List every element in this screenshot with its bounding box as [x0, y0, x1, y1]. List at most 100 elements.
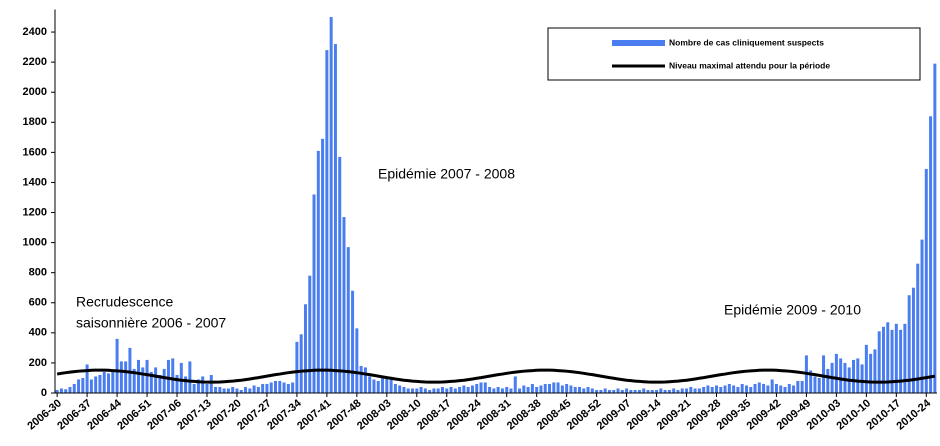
bar: [560, 385, 564, 393]
bar: [513, 376, 517, 393]
bar: [209, 374, 213, 393]
y-tick-label: 1800: [23, 116, 47, 128]
bar: [136, 359, 140, 393]
bar: [864, 344, 868, 393]
bar: [603, 388, 607, 393]
bar: [248, 388, 252, 393]
bar: [145, 359, 149, 393]
bar: [505, 386, 509, 393]
bar: [372, 379, 376, 393]
bar: [162, 368, 166, 393]
bar: [278, 380, 282, 393]
bar: [303, 304, 307, 393]
bar: [316, 150, 320, 393]
bar: [697, 388, 701, 393]
bar: [115, 338, 119, 393]
bar: [295, 341, 299, 393]
bar: [488, 386, 492, 393]
bar: [196, 379, 200, 393]
bar: [569, 385, 573, 393]
bar: [222, 388, 226, 393]
legend-label: Nombre de cas cliniquement suspects: [669, 37, 824, 47]
bar: [475, 383, 479, 393]
bar: [702, 386, 706, 393]
annotation: Recrudescence: [76, 294, 173, 310]
bar: [333, 44, 337, 393]
bar: [351, 290, 355, 393]
bar: [269, 382, 273, 393]
bar: [239, 389, 243, 393]
bar: [736, 386, 740, 393]
bar: [282, 382, 286, 393]
bar: [518, 388, 522, 393]
bar: [154, 367, 158, 393]
bar: [368, 376, 372, 393]
annotation: Epidémie 2007 - 2008: [378, 166, 515, 182]
bar: [188, 361, 192, 393]
bar: [637, 389, 641, 393]
bar: [907, 295, 911, 393]
bar: [363, 367, 367, 393]
bar: [205, 383, 209, 393]
bar: [723, 385, 727, 393]
bar: [852, 359, 856, 393]
y-tick-label: 2400: [23, 26, 47, 38]
bar: [659, 388, 663, 393]
y-tick-label: 600: [29, 297, 47, 309]
bar: [393, 383, 397, 393]
legend-label: Niveau maximal attendu pour la période: [669, 60, 830, 70]
bar: [201, 376, 205, 393]
bar: [920, 239, 924, 393]
y-tick-label: 800: [29, 267, 47, 279]
annotation: Epidémie 2009 - 2010: [724, 302, 861, 318]
bar: [706, 385, 710, 393]
bar: [308, 275, 312, 393]
bar: [428, 389, 432, 393]
bar: [261, 383, 265, 393]
bar: [102, 371, 106, 393]
bar: [286, 383, 290, 393]
bar: [744, 385, 748, 393]
bar: [449, 386, 453, 393]
bar: [869, 353, 873, 393]
bar: [757, 382, 761, 393]
x-tick-label: 2010-24: [894, 397, 933, 433]
bar: [783, 386, 787, 393]
y-tick-label: 1400: [23, 176, 47, 188]
bar: [419, 386, 423, 393]
bar: [98, 374, 102, 393]
bar: [342, 217, 346, 393]
bar: [179, 362, 183, 393]
bar: [843, 362, 847, 393]
bar: [886, 322, 890, 393]
bar: [256, 386, 260, 393]
bar: [398, 385, 402, 393]
bar: [710, 386, 714, 393]
bar: [539, 385, 543, 393]
bar: [800, 380, 804, 393]
bar: [107, 373, 111, 393]
bar: [552, 382, 556, 393]
bar: [72, 383, 76, 393]
bar: [616, 388, 620, 393]
legend: [547, 27, 921, 81]
bar: [381, 377, 385, 393]
bar: [916, 263, 920, 393]
bar: [667, 389, 671, 393]
bar: [582, 388, 586, 393]
bar: [543, 383, 547, 393]
bar: [479, 382, 483, 393]
bar: [548, 383, 552, 393]
bar: [642, 388, 646, 393]
bar: [415, 388, 419, 393]
bar: [483, 382, 487, 393]
bar: [445, 388, 449, 393]
bar: [128, 347, 132, 393]
y-tick-label: 1000: [23, 237, 47, 249]
bar: [762, 383, 766, 393]
bar: [740, 383, 744, 393]
bar: [796, 380, 800, 393]
bar: [770, 379, 774, 393]
bar: [124, 361, 128, 393]
